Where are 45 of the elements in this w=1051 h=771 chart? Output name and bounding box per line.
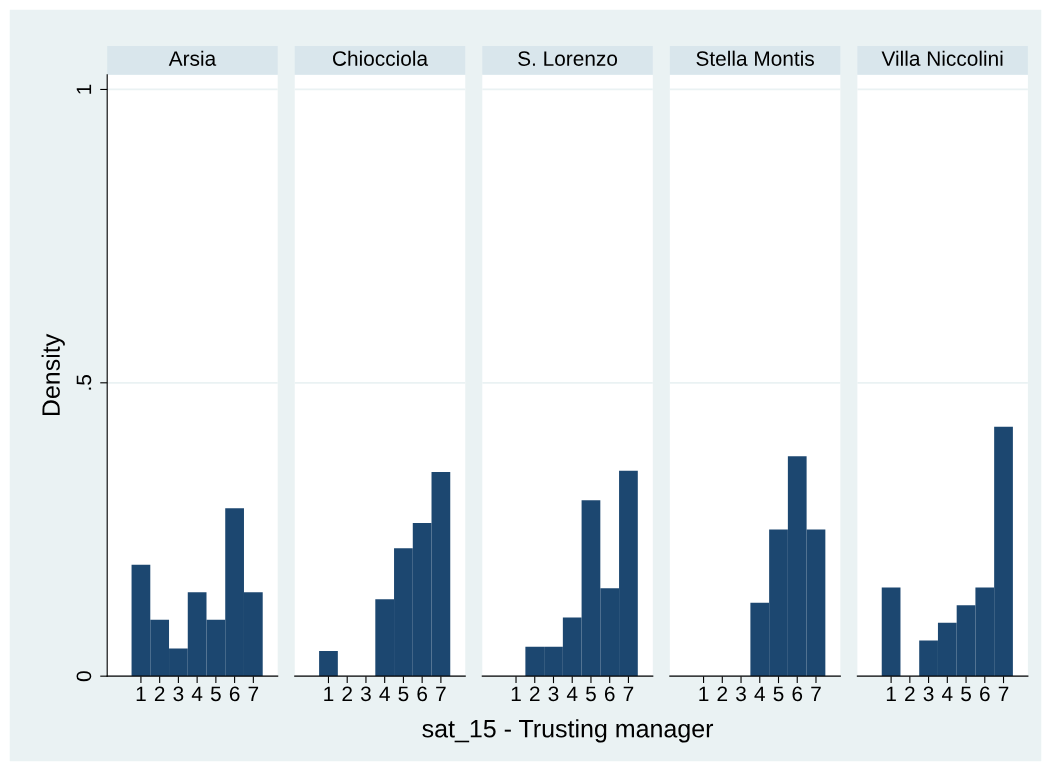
x-tick-label: 6 <box>604 686 615 702</box>
x-tick-label: 1 <box>324 686 334 701</box>
y-axis-title: Density <box>41 333 65 416</box>
chart-title: Villa Niccolini <box>881 50 1003 66</box>
x-tick-label: 7 <box>998 686 1009 701</box>
x-tick-label: 7 <box>248 686 259 701</box>
x-tick-label: 1 <box>699 686 709 701</box>
x-tick-label: 6 <box>229 686 240 702</box>
x-tick-label: 2 <box>530 686 540 701</box>
x-tick-label: 7 <box>623 686 634 701</box>
chart-title: Chiocciola <box>333 50 429 66</box>
x-tick-label: 7 <box>436 686 446 701</box>
x-tick-label: 3 <box>548 686 559 702</box>
x-tick-label: 5 <box>586 686 596 702</box>
x-tick-label: 3 <box>360 686 371 702</box>
x-tick-label: 4 <box>191 686 203 701</box>
x-tick-label: 2 <box>154 686 165 701</box>
x-tick-label: 4 <box>379 686 390 701</box>
x-tick-label: 4 <box>754 686 765 701</box>
chart-title: Arsia <box>168 50 217 66</box>
x-tick-label: 1 <box>886 686 896 701</box>
x-tick-label: 5 <box>961 686 971 702</box>
y-tick-label: 1 <box>76 84 92 94</box>
x-tick-label: 6 <box>792 686 803 702</box>
x-tick-label: 4 <box>566 686 578 701</box>
x-tick-label: 2 <box>905 686 915 701</box>
x-tick-label: 4 <box>942 686 953 701</box>
x-tick-label: 5 <box>210 686 221 702</box>
y-tick-label: 0 <box>76 671 92 682</box>
x-tick-label: 3 <box>923 686 934 702</box>
x-axis-title: sat_15 - Trusting manager <box>422 719 714 743</box>
x-tick-label: 6 <box>980 686 990 702</box>
x-tick-label: 5 <box>398 686 409 702</box>
x-tick-label: 1 <box>511 686 521 701</box>
x-tick-label: 2 <box>342 686 352 701</box>
chart-title: S. Lorenzo <box>518 51 618 66</box>
x-tick-label: 5 <box>773 686 784 702</box>
x-tick-label: 1 <box>136 686 146 701</box>
x-tick-label: 7 <box>811 686 821 701</box>
y-tick-label: .5 <box>76 375 92 390</box>
x-tick-label: 3 <box>173 686 184 702</box>
x-tick-label: 2 <box>717 686 728 701</box>
x-tick-label: 6 <box>417 686 428 702</box>
chart-title: Stella Montis <box>696 50 814 66</box>
x-tick-label: 3 <box>736 686 746 702</box>
